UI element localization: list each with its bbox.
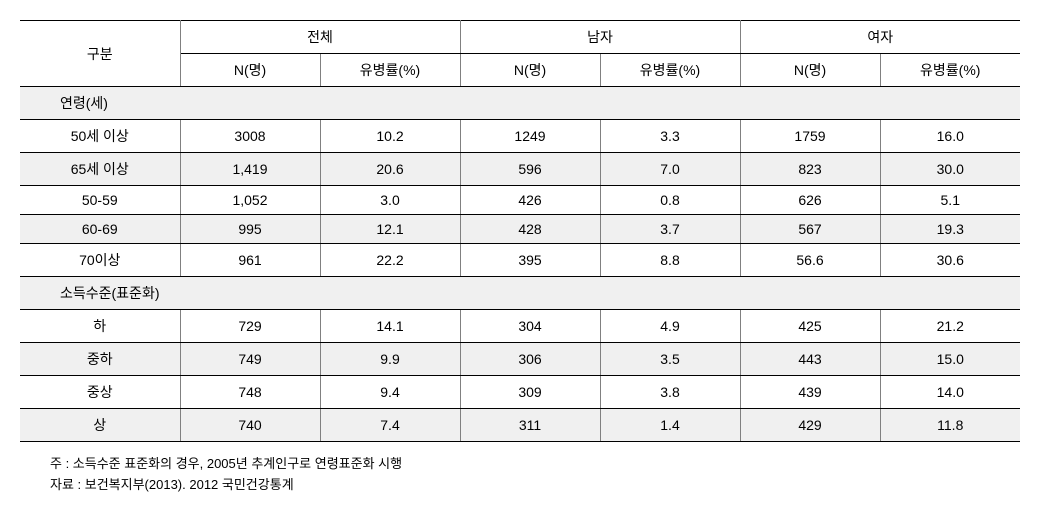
row-label: 중상 bbox=[20, 376, 180, 409]
footnote-line: 주 : 소득수준 표준화의 경우, 2005년 추계인구로 연령표준화 시행 bbox=[50, 454, 1020, 475]
row-label: 50-59 bbox=[20, 186, 180, 215]
row-label: 상 bbox=[20, 409, 180, 442]
cell: 1,419 bbox=[180, 153, 320, 186]
section-row: 연령(세) bbox=[20, 87, 1020, 120]
cell: 20.6 bbox=[320, 153, 460, 186]
footnote-line: 자료 : 보건복지부(2013). 2012 국민건강통계 bbox=[50, 475, 1020, 496]
cell: 729 bbox=[180, 310, 320, 343]
subheader-n3: N(명) bbox=[740, 54, 880, 87]
cell: 21.2 bbox=[880, 310, 1020, 343]
cell: 1,052 bbox=[180, 186, 320, 215]
cell: 748 bbox=[180, 376, 320, 409]
row-label: 50세 이상 bbox=[20, 120, 180, 153]
cell: 3.7 bbox=[600, 215, 740, 244]
cell: 56.6 bbox=[740, 244, 880, 277]
table-row: 60-69 995 12.1 428 3.7 567 19.3 bbox=[20, 215, 1020, 244]
cell: 9.9 bbox=[320, 343, 460, 376]
subheader-rate1: 유병률(%) bbox=[320, 54, 460, 87]
data-table: 구분 전체 남자 여자 N(명) 유병률(%) N(명) 유병률(%) N(명)… bbox=[20, 20, 1020, 442]
cell: 425 bbox=[740, 310, 880, 343]
footnotes: 주 : 소득수준 표준화의 경우, 2005년 추계인구로 연령표준화 시행 자… bbox=[20, 454, 1020, 496]
cell: 740 bbox=[180, 409, 320, 442]
cell: 1.4 bbox=[600, 409, 740, 442]
cell: 11.8 bbox=[880, 409, 1020, 442]
cell: 15.0 bbox=[880, 343, 1020, 376]
header-female: 여자 bbox=[740, 21, 1020, 54]
section-title-income: 소득수준(표준화) bbox=[20, 277, 1020, 310]
cell: 3.0 bbox=[320, 186, 460, 215]
cell: 429 bbox=[740, 409, 880, 442]
cell: 14.0 bbox=[880, 376, 1020, 409]
cell: 3.8 bbox=[600, 376, 740, 409]
cell: 306 bbox=[460, 343, 600, 376]
table-row: 70이상 961 22.2 395 8.8 56.6 30.6 bbox=[20, 244, 1020, 277]
cell: 1249 bbox=[460, 120, 600, 153]
table-row: 상 740 7.4 311 1.4 429 11.8 bbox=[20, 409, 1020, 442]
table-body: 연령(세) 50세 이상 3008 10.2 1249 3.3 1759 16.… bbox=[20, 87, 1020, 442]
cell: 30.0 bbox=[880, 153, 1020, 186]
section-title-age: 연령(세) bbox=[20, 87, 1020, 120]
cell: 439 bbox=[740, 376, 880, 409]
cell: 567 bbox=[740, 215, 880, 244]
cell: 426 bbox=[460, 186, 600, 215]
row-label: 70이상 bbox=[20, 244, 180, 277]
cell: 3.5 bbox=[600, 343, 740, 376]
subheader-n1: N(명) bbox=[180, 54, 320, 87]
cell: 8.8 bbox=[600, 244, 740, 277]
table-row: 50세 이상 3008 10.2 1249 3.3 1759 16.0 bbox=[20, 120, 1020, 153]
table-row: 중하 749 9.9 306 3.5 443 15.0 bbox=[20, 343, 1020, 376]
cell: 9.4 bbox=[320, 376, 460, 409]
cell: 961 bbox=[180, 244, 320, 277]
cell: 7.0 bbox=[600, 153, 740, 186]
cell: 596 bbox=[460, 153, 600, 186]
cell: 1759 bbox=[740, 120, 880, 153]
header-total: 전체 bbox=[180, 21, 460, 54]
section-row: 소득수준(표준화) bbox=[20, 277, 1020, 310]
cell: 7.4 bbox=[320, 409, 460, 442]
cell: 12.1 bbox=[320, 215, 460, 244]
table-container: 구분 전체 남자 여자 N(명) 유병률(%) N(명) 유병률(%) N(명)… bbox=[20, 20, 1020, 496]
cell: 5.1 bbox=[880, 186, 1020, 215]
cell: 626 bbox=[740, 186, 880, 215]
cell: 14.1 bbox=[320, 310, 460, 343]
cell: 3008 bbox=[180, 120, 320, 153]
cell: 0.8 bbox=[600, 186, 740, 215]
table-row: 하 729 14.1 304 4.9 425 21.2 bbox=[20, 310, 1020, 343]
row-label: 65세 이상 bbox=[20, 153, 180, 186]
table-row: 65세 이상 1,419 20.6 596 7.0 823 30.0 bbox=[20, 153, 1020, 186]
cell: 749 bbox=[180, 343, 320, 376]
cell: 309 bbox=[460, 376, 600, 409]
cell: 304 bbox=[460, 310, 600, 343]
row-label: 하 bbox=[20, 310, 180, 343]
table-header: 구분 전체 남자 여자 N(명) 유병률(%) N(명) 유병률(%) N(명)… bbox=[20, 21, 1020, 87]
subheader-rate3: 유병률(%) bbox=[880, 54, 1020, 87]
cell: 16.0 bbox=[880, 120, 1020, 153]
cell: 311 bbox=[460, 409, 600, 442]
cell: 22.2 bbox=[320, 244, 460, 277]
cell: 10.2 bbox=[320, 120, 460, 153]
cell: 428 bbox=[460, 215, 600, 244]
cell: 443 bbox=[740, 343, 880, 376]
cell: 823 bbox=[740, 153, 880, 186]
cell: 395 bbox=[460, 244, 600, 277]
row-label: 중하 bbox=[20, 343, 180, 376]
subheader-n2: N(명) bbox=[460, 54, 600, 87]
header-gubun: 구분 bbox=[20, 21, 180, 87]
cell: 4.9 bbox=[600, 310, 740, 343]
subheader-rate2: 유병률(%) bbox=[600, 54, 740, 87]
table-row: 중상 748 9.4 309 3.8 439 14.0 bbox=[20, 376, 1020, 409]
header-male: 남자 bbox=[460, 21, 740, 54]
cell: 30.6 bbox=[880, 244, 1020, 277]
cell: 19.3 bbox=[880, 215, 1020, 244]
cell: 3.3 bbox=[600, 120, 740, 153]
row-label: 60-69 bbox=[20, 215, 180, 244]
table-row: 50-59 1,052 3.0 426 0.8 626 5.1 bbox=[20, 186, 1020, 215]
cell: 995 bbox=[180, 215, 320, 244]
